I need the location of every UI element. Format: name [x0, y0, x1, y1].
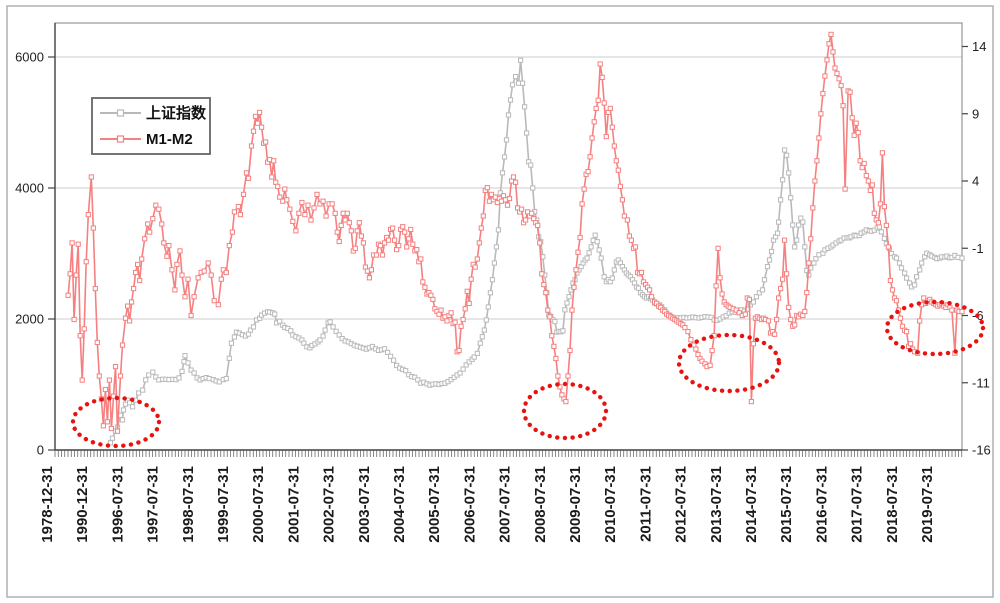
x-axis-tick-label: 2001-07-31: [285, 466, 302, 543]
right-axis-tick-label: -11: [972, 375, 990, 390]
x-axis-tick-label: 1978-12-31: [39, 466, 56, 543]
x-axis-tick-label: 2017-07-31: [849, 466, 866, 543]
x-axis-labels: 1978-12-31 1990-12-31 1996-07-31 1997-07-31…: [39, 466, 936, 543]
x-axis-tick-label: 2000-07-31: [250, 466, 267, 543]
legend-label: 上证指数: [146, 104, 207, 122]
series-m1-m2: [65, 31, 965, 434]
right-axis-tick-label: 4: [972, 174, 979, 189]
left-axis-tick-label: 2000: [15, 312, 44, 327]
series-index: [107, 57, 965, 446]
x-axis-tick-label: 1998-07-31: [180, 466, 197, 543]
x-axis-tick-label: 2007-07-31: [497, 466, 514, 543]
x-axis-tick-label: 2002-07-31: [321, 466, 338, 543]
x-axis-tick-label: 2016-07-31: [813, 466, 830, 543]
x-axis-tick-label: 2011-07-31: [637, 466, 654, 542]
left-axis-tick-label: 4000: [15, 181, 44, 196]
right-axis-tick-label: -16: [972, 443, 991, 458]
left-axis: 0 2000 4000 6000: [15, 50, 55, 458]
x-axis-tick-label: 2005-07-31: [426, 466, 443, 543]
left-axis-tick-label: 6000: [15, 50, 44, 65]
highlight-ellipses: [70, 299, 986, 449]
highlight-ellipse: [676, 332, 782, 394]
left-axis-tick-label: 0: [37, 443, 44, 458]
series-markers: [107, 57, 965, 446]
x-axis-tick-label: 2003-07-31: [356, 466, 373, 543]
highlight-ellipse: [521, 381, 609, 441]
right-axis-tick-label: 14: [972, 39, 986, 54]
x-axis-tick-label: 2018-07-31: [884, 466, 901, 543]
highlight-ellipse: [70, 395, 162, 449]
x-axis-minor-ticks: [54, 450, 963, 457]
x-axis-tick-label: 2008-07-31: [532, 466, 549, 543]
legend-label: M1-M2: [146, 131, 193, 148]
legend-swatch-marker: [116, 135, 125, 143]
legend-box: [91, 97, 211, 155]
right-axis-tick-label: 9: [972, 106, 979, 121]
x-axis-tick-label: 2009-07-31: [567, 466, 584, 543]
legend-swatch-marker: [116, 109, 125, 117]
highlight-ellipse: [884, 299, 986, 357]
x-axis-tick-label: 2006-07-31: [461, 466, 478, 543]
figure-border: [6, 5, 994, 598]
right-axis-tick-label: -1: [972, 241, 984, 256]
x-axis-tick-label: 2012-07-31: [673, 466, 690, 543]
x-axis-tick-label: 1999-07-31: [215, 466, 232, 543]
legend-item-m1-m2: M1-M2: [100, 131, 193, 148]
gridlines: [55, 56, 962, 320]
x-axis-tick-label: 2015-07-31: [778, 466, 795, 543]
x-axis-tick-label: 2013-07-31: [708, 466, 725, 543]
x-axis-tick-label: 2010-07-31: [602, 466, 619, 543]
x-axis-tick-label: 2019-07-31: [919, 466, 936, 543]
series-markers: [65, 31, 965, 434]
x-axis-tick-label: 1990-12-31: [74, 466, 91, 543]
legend-item-index: 上证指数: [100, 104, 207, 122]
x-axis-tick-label: 1997-07-31: [145, 466, 162, 543]
x-axis-tick-label: 2004-07-31: [391, 466, 408, 543]
legend: 上证指数 M1-M2: [91, 97, 211, 155]
x-axis-tick-label: 1996-07-31: [109, 466, 126, 543]
x-axis-tick-label: 2014-07-31: [743, 466, 760, 543]
